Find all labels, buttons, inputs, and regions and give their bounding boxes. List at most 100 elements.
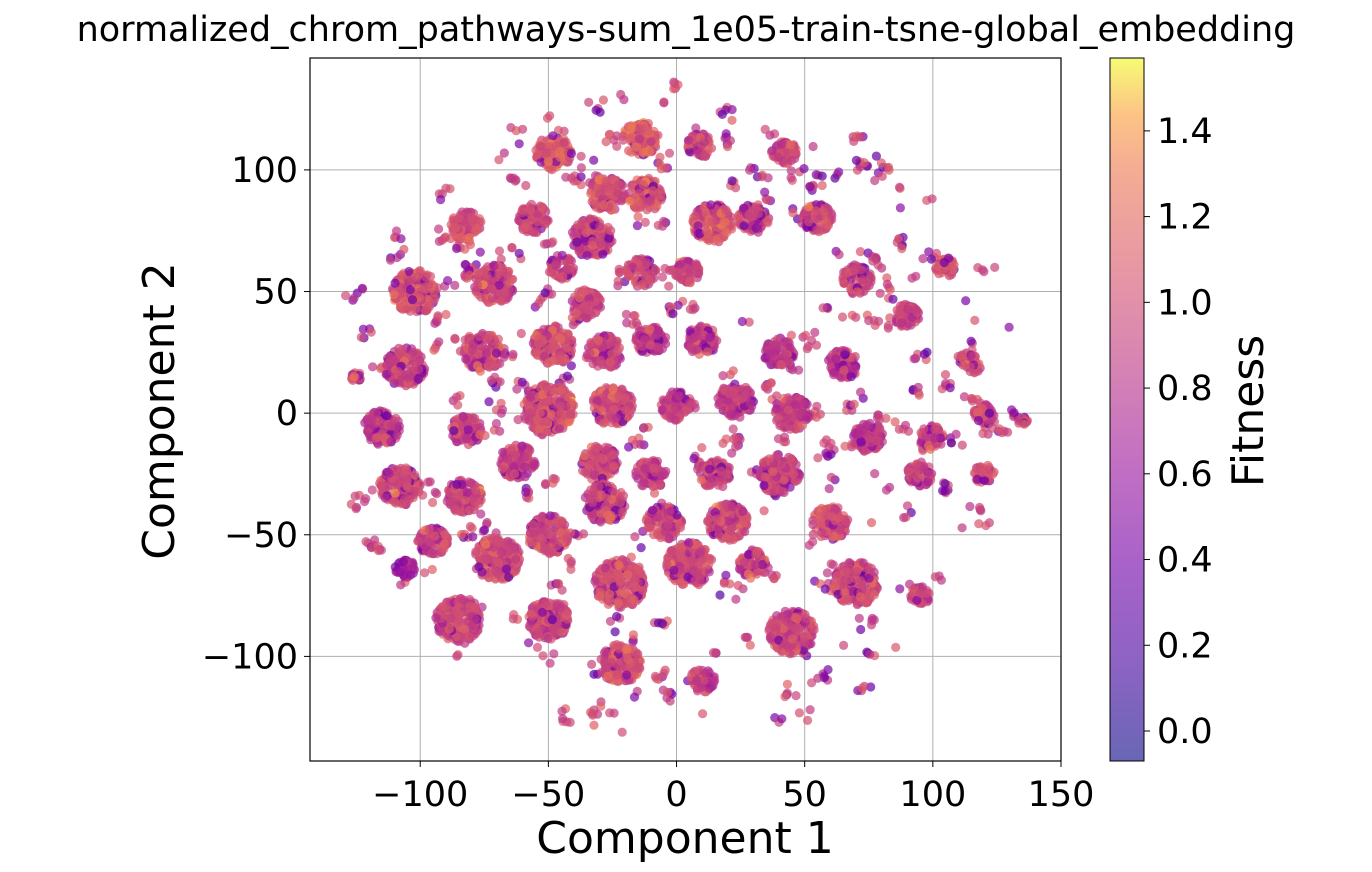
scatter-point	[697, 443, 707, 453]
scatter-point	[636, 543, 646, 553]
scatter-point	[481, 539, 491, 549]
scatter-point	[630, 193, 641, 203]
scatter-point	[507, 445, 517, 455]
scatter-point	[563, 553, 573, 564]
scatter-point	[761, 194, 771, 204]
scatter-point	[628, 630, 639, 640]
scatter-point	[823, 665, 833, 675]
scatter-point	[565, 255, 575, 265]
scatter-point	[559, 138, 569, 148]
scatter-point	[668, 309, 678, 319]
scatter-point	[509, 566, 519, 577]
scatter-point	[473, 225, 483, 235]
scatter-point	[805, 182, 815, 192]
scatter-point	[411, 304, 421, 314]
scatter-point	[693, 221, 703, 231]
scatter-point	[396, 234, 406, 244]
scatter-point	[629, 311, 639, 321]
scatter-point	[837, 312, 848, 322]
scatter-point	[589, 403, 599, 413]
scatter-point	[874, 316, 884, 326]
scatter-point	[446, 613, 456, 623]
scatter-point	[725, 389, 735, 399]
scatter-point	[576, 220, 586, 230]
scatter-point	[565, 265, 575, 275]
scatter-point	[507, 242, 517, 253]
scatter-point	[414, 357, 424, 367]
scatter-point	[501, 564, 512, 574]
scatter-point	[926, 254, 937, 264]
scatter-point	[470, 603, 480, 613]
scatter-point	[443, 276, 453, 286]
scatter-point	[440, 539, 450, 549]
scatter-point	[689, 454, 699, 464]
scatter-point	[431, 613, 441, 623]
scatter-point	[509, 469, 520, 479]
scatter-point	[535, 141, 546, 151]
scatter-point	[865, 649, 875, 659]
scatter-point	[818, 303, 828, 313]
scatter-point	[557, 706, 567, 716]
scatter-point	[780, 692, 790, 702]
scatter-point	[981, 520, 991, 531]
scatter-point	[632, 221, 643, 231]
scatter-point	[363, 427, 373, 437]
scatter-point	[494, 558, 504, 568]
scatter-point	[521, 180, 531, 191]
scatter-point	[430, 487, 440, 497]
scatter-point	[576, 151, 586, 161]
scatter-point	[474, 562, 484, 572]
scatter-point	[895, 203, 906, 213]
scatter-point	[585, 348, 595, 358]
scatter-point	[927, 194, 937, 204]
scatter-point	[468, 339, 478, 349]
scatter-point	[576, 163, 587, 173]
scatter-point	[546, 238, 557, 248]
scatter-point	[638, 180, 648, 190]
scatter-point	[566, 173, 577, 183]
scatter-point	[659, 98, 669, 108]
scatter-point	[424, 537, 434, 547]
scatter-point	[341, 291, 351, 301]
scatter-point	[465, 521, 475, 532]
scatter-point	[496, 408, 506, 418]
scatter-point	[399, 244, 409, 254]
scatter-point	[595, 355, 606, 365]
scatter-point	[674, 391, 684, 401]
scatter-point	[567, 335, 577, 345]
scatter-point	[532, 642, 543, 653]
scatter-point	[975, 502, 985, 512]
scatter-point	[855, 132, 866, 142]
scatter-point	[607, 349, 617, 359]
scatter-point	[895, 584, 905, 594]
scatter-point	[554, 146, 565, 156]
scatter-point	[786, 166, 796, 176]
scatter-point	[517, 441, 527, 451]
scatter-point	[441, 309, 451, 320]
scatter-point	[392, 378, 402, 388]
scatter-point	[434, 337, 444, 347]
scatter-point	[701, 226, 712, 236]
scatter-point	[410, 470, 420, 480]
scatter-point	[652, 342, 662, 352]
scatter-point	[554, 424, 565, 434]
scatter-point	[497, 464, 507, 474]
scatter-point	[813, 453, 823, 463]
scatter-point	[405, 285, 415, 295]
scatter-point	[877, 171, 887, 181]
scatter-point	[779, 432, 790, 442]
scatter-point	[476, 509, 486, 519]
scatter-point	[483, 334, 493, 344]
scatter-point	[599, 200, 609, 210]
scatter-point	[585, 300, 595, 310]
scatter-point	[388, 355, 398, 365]
scatter-point	[653, 326, 663, 336]
scatter-point	[970, 315, 980, 325]
scatter-point	[589, 720, 599, 730]
scatter-point	[475, 247, 485, 257]
scatter-point	[883, 321, 893, 331]
scatter-point	[473, 280, 483, 290]
scatter-point	[596, 701, 606, 711]
scatter-point	[539, 239, 550, 249]
scatter-point	[390, 488, 400, 498]
